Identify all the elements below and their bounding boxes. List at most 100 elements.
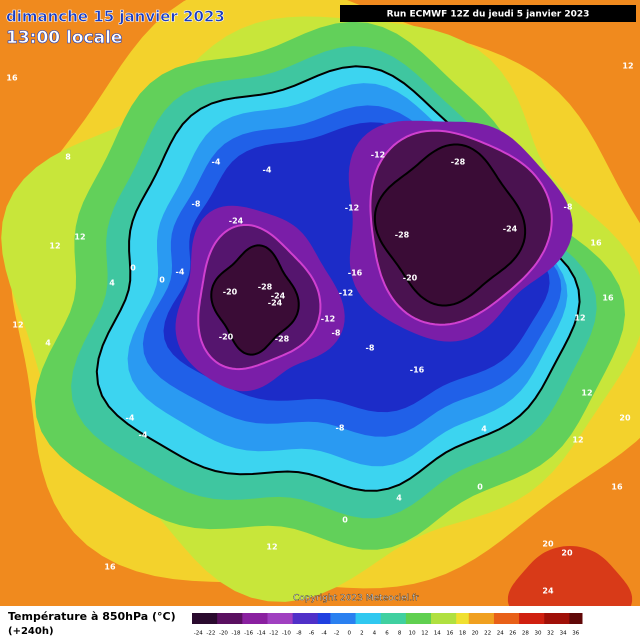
contour-label: -4 [126, 414, 135, 423]
contour-label: 16 [104, 563, 116, 572]
legend-swatch [254, 613, 268, 624]
contour-label: -8 [336, 424, 345, 433]
legend-swatch [431, 613, 445, 624]
legend-label: -18 [232, 631, 241, 637]
legend-title: Température à 850hPa (°C) [8, 610, 176, 623]
legend-label: -12 [269, 631, 278, 637]
contour-label: 16 [590, 239, 602, 248]
legend-swatch [317, 613, 331, 624]
legend-swatch [217, 613, 231, 624]
contour-label: -12 [345, 204, 359, 213]
contour-labels: -28-24-28-24-16-20-12-20-28-24-24-12-12-… [6, 62, 633, 596]
contour-label: 12 [572, 436, 583, 445]
contour-label: 0 [477, 483, 483, 492]
temperature-field [1, 0, 640, 626]
legend-swatch [204, 613, 218, 624]
contour-label: -8 [192, 200, 201, 209]
contour-label: -28 [258, 283, 273, 292]
legend-swatch [355, 613, 369, 624]
contour-label: 12 [74, 233, 85, 242]
legend-label: -22 [206, 631, 215, 637]
legend-swatch [531, 613, 545, 624]
legend-swatch [544, 613, 558, 624]
contour-label: -28 [395, 231, 410, 240]
legend-swatch [229, 613, 243, 624]
contour-label: -12 [371, 151, 385, 160]
legend-label: -8 [296, 631, 302, 637]
contour-label: 0 [342, 516, 348, 525]
contour-label: 4 [396, 494, 402, 503]
contour-label: 0 [159, 276, 165, 285]
contour-label: -8 [332, 329, 341, 338]
contour-label: 16 [6, 74, 18, 83]
legend-label: -2 [334, 631, 339, 637]
contour-label: 12 [574, 314, 585, 323]
legend-label: 28 [522, 631, 529, 637]
contour-label: -12 [321, 315, 335, 324]
legend-swatch [418, 613, 432, 624]
contour-label: -4 [263, 166, 272, 175]
contour-label: -20 [403, 274, 418, 283]
contour-label: -24 [229, 217, 244, 226]
forecast-date: dimanche 15 janvier 2023 [6, 8, 225, 26]
legend-swatch [342, 613, 357, 624]
legend-label: 30 [534, 631, 541, 637]
legend-label: 18 [459, 631, 466, 637]
contour-label: 4 [481, 425, 487, 434]
legend-label: -14 [257, 631, 266, 637]
legend-label: 12 [421, 631, 428, 637]
legend-swatch [493, 613, 508, 624]
contour-label: 4 [45, 339, 51, 348]
contour-label: 24 [542, 587, 554, 596]
legend-label: -20 [219, 631, 228, 637]
contour-label: -12 [339, 289, 353, 298]
contour-label: 12 [49, 242, 60, 251]
legend-label: 8 [398, 631, 402, 637]
contour-label: 12 [266, 543, 277, 552]
legend-label: 0 [348, 631, 352, 637]
contour-label: -16 [410, 366, 425, 375]
contour-label: 20 [619, 414, 631, 423]
legend-swatch [393, 613, 407, 624]
legend-label: 20 [472, 631, 479, 637]
legend-swatch [506, 613, 520, 624]
contour-label: -4 [176, 268, 185, 277]
legend-label: 2 [360, 631, 364, 637]
legend-label: 32 [547, 631, 554, 637]
lead-time: (+240h) [8, 626, 54, 637]
contour-label: 16 [611, 483, 623, 492]
contour-label: -4 [139, 431, 148, 440]
contour-label: -24 [268, 299, 283, 308]
contour-label: -20 [219, 333, 234, 342]
contour-label: -16 [348, 269, 363, 278]
contour-label: -24 [271, 292, 286, 301]
isotherm-area [373, 143, 527, 307]
legend-swatch [519, 613, 533, 624]
legend-swatch [267, 613, 281, 624]
legend-label: 4 [373, 631, 377, 637]
contour-label: 20 [542, 540, 554, 549]
copyright: Copyright 2023 Meteociel.fr [293, 594, 419, 604]
legend-swatch [556, 613, 570, 624]
legend-label: 16 [446, 631, 453, 637]
legend-label: 6 [385, 631, 389, 637]
legend-label: -4 [321, 631, 327, 637]
contour-label: -8 [366, 344, 375, 353]
legend-label: 34 [560, 631, 567, 637]
contour-label: -8 [564, 203, 573, 212]
contour-label: -20 [223, 288, 238, 297]
legend-label: 14 [434, 631, 441, 637]
contour-label: 20 [561, 549, 573, 558]
contour-label: 12 [581, 389, 592, 398]
contour-label: -24 [503, 225, 518, 234]
contour-label: -28 [451, 158, 466, 167]
legend-label: 36 [572, 631, 579, 637]
contour-label: 0 [130, 264, 136, 273]
legend-label: -16 [244, 631, 253, 637]
legend-label: -10 [282, 631, 291, 637]
legend-label: 22 [484, 631, 491, 637]
legend-swatch [380, 613, 394, 624]
legend-swatch [330, 613, 344, 624]
legend-swatch [443, 613, 457, 624]
contour-label: -4 [212, 158, 221, 167]
